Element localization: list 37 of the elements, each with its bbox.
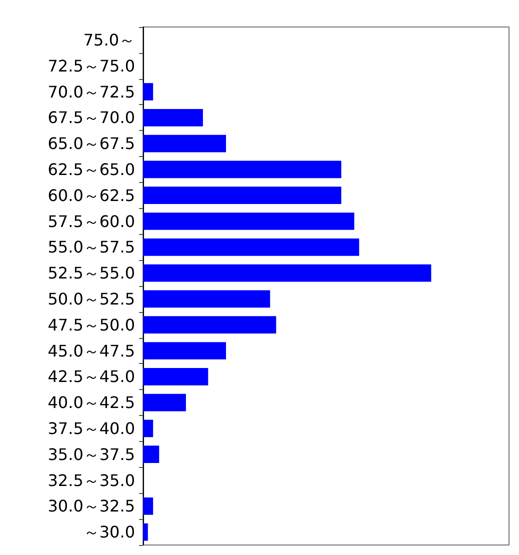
bar	[143, 420, 154, 438]
y-tick-label: 72.5～75.0	[48, 56, 135, 76]
bar	[143, 523, 148, 541]
y-tick-label: 67.5～70.0	[48, 108, 135, 128]
y-tick-label: 50.0～52.5	[48, 289, 135, 308]
y-tick-label: 37.5～40.0	[48, 418, 135, 438]
bar	[143, 497, 154, 515]
y-tick-label: 40.0～42.5	[48, 393, 135, 412]
y-tick-label: 75.0～	[83, 30, 135, 50]
bar	[143, 212, 354, 230]
y-tick-label: 35.0～37.5	[48, 444, 135, 464]
bar	[143, 238, 360, 256]
bar	[143, 186, 342, 204]
bar	[143, 368, 208, 386]
y-tick-label: 45.0～47.5	[48, 341, 135, 360]
y-tick-label: 57.5～60.0	[48, 212, 135, 231]
bar	[143, 108, 203, 126]
bar	[143, 134, 226, 152]
y-tick-label: 62.5～65.0	[48, 160, 135, 179]
bar	[143, 316, 276, 334]
bar	[143, 264, 432, 282]
bar	[143, 160, 342, 178]
bar	[143, 394, 186, 412]
bar	[143, 290, 270, 308]
y-tick-label: ～30.0	[83, 522, 135, 542]
y-tick-label: 60.0～62.5	[48, 186, 135, 205]
y-tick-label: 42.5～45.0	[48, 367, 135, 386]
y-tick-label: 32.5～35.0	[48, 470, 135, 490]
bar	[143, 446, 160, 464]
bar	[143, 83, 154, 100]
y-tick-label: 65.0～67.5	[48, 134, 135, 154]
y-tick-label: 47.5～50.0	[48, 315, 135, 334]
y-tick-label: 52.5～55.0	[48, 264, 135, 283]
y-tick-label: 55.0～57.5	[48, 238, 135, 257]
y-tick-label: 30.0～32.5	[48, 496, 135, 516]
bar	[143, 342, 226, 360]
y-tick-label: 70.0～72.5	[48, 82, 135, 102]
